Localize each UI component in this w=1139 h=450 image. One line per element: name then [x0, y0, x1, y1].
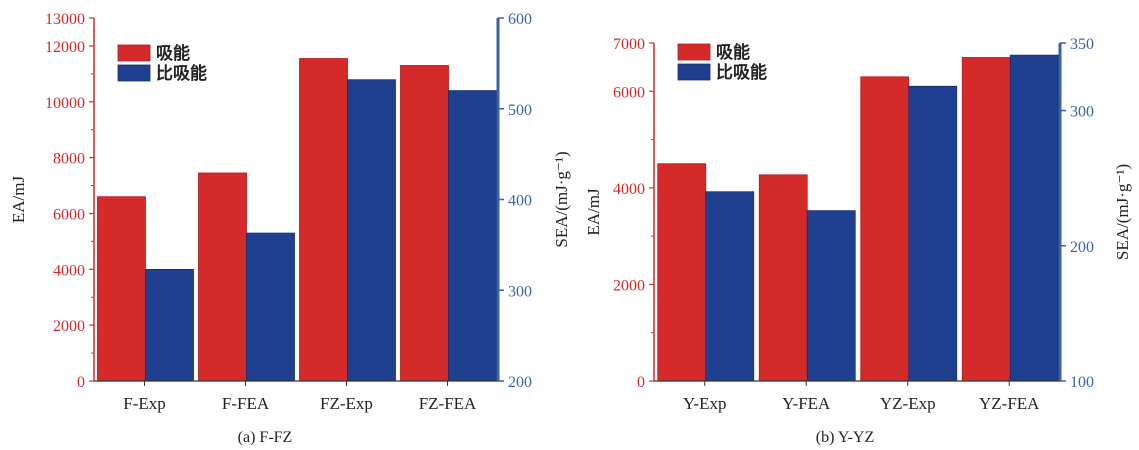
y-axis-label-right: SEA/(mJ·g⁻¹) [552, 151, 571, 247]
x-tick-label: FZ-Exp [320, 394, 373, 413]
bar-sea-yz-exp [908, 85, 958, 382]
x-tick-label: Y-Exp [683, 394, 726, 413]
x-tick-label: F-Exp [123, 394, 166, 413]
right-tick-label: 300 [1070, 104, 1094, 121]
left-tick-label: 2000 [53, 318, 85, 335]
right-tick-label: 500 [508, 102, 532, 119]
bar-sea-fz-fea [448, 90, 497, 382]
bar-ea-f-exp [97, 196, 146, 382]
y-axis-label-right: SEA/(mJ·g⁻¹) [1113, 164, 1132, 260]
bar-sea-f-exp [145, 268, 194, 382]
legend-swatch-sea [677, 63, 711, 81]
x-tick-label: FZ-FEA [419, 394, 477, 413]
y-axis-label-left: EA/mJ [584, 188, 603, 236]
left-tick-label: 8000 [53, 151, 85, 168]
right-tick-label: 600 [508, 11, 532, 28]
x-tick-label: F-FEA [222, 394, 270, 413]
legend-label-ea: 吸能 [716, 42, 750, 63]
left-tick-label: 6000 [53, 206, 85, 223]
left-tick-label: 2000 [613, 277, 645, 294]
left-tick-label: 6000 [613, 84, 645, 101]
left-tick-label: 13000 [45, 11, 85, 28]
legend-label-ea: 吸能 [156, 43, 190, 64]
left-tick-label: 7000 [613, 36, 645, 53]
legend-swatch-sea [117, 64, 151, 82]
chart-panel-1: F-Exp F-FEA FZ-Exp FZ-FEA 0 2000 4000 6000 8000 1… [9, 11, 571, 446]
bar-ea-yz-fea [961, 57, 1011, 382]
legend-swatch-ea [117, 44, 151, 62]
bar-ea-f-fea [198, 172, 247, 382]
right-tick-label: 100 [1070, 374, 1094, 391]
panel-caption: (b) Y-YZ [816, 429, 875, 446]
legend-label-sea: 比吸能 [716, 62, 767, 83]
bar-ea-y-fea [758, 174, 808, 382]
bar-ea-fz-exp [299, 58, 348, 382]
legend-label-sea: 比吸能 [156, 63, 207, 84]
left-tick-label: 4000 [53, 262, 85, 279]
right-tick-label: 200 [1070, 239, 1094, 256]
right-tick-label: 350 [1070, 36, 1094, 53]
panel-caption: (a) F-FZ [238, 429, 293, 446]
bar-sea-y-fea [806, 210, 856, 382]
right-tick-label: 300 [508, 283, 532, 300]
left-tick-label: 4000 [613, 181, 645, 198]
x-tick-label: Y-FEA [782, 394, 831, 413]
bar-ea-fz-fea [400, 65, 449, 382]
y-axis-label-left: EA/mJ [9, 176, 28, 224]
bar-ea-y-exp [657, 163, 707, 382]
bar-sea-y-exp [705, 191, 755, 382]
bar-sea-fz-exp [347, 79, 396, 382]
chart-panel-2: Y-Exp Y-FEA YZ-Exp YZ-FEA 0 2000 4000 6000 7000 1… [584, 36, 1132, 446]
left-tick-label: 10000 [45, 95, 85, 112]
right-tick-label: 400 [508, 193, 532, 210]
bar-ea-yz-exp [860, 76, 910, 382]
left-tick-label: 0 [77, 374, 85, 391]
legend-swatch-ea [677, 43, 711, 61]
right-tick-label: 200 [508, 374, 532, 391]
left-tick-label: 0 [637, 374, 645, 391]
x-tick-label: YZ-FEA [979, 394, 1040, 413]
bar-sea-f-fea [246, 232, 295, 382]
bar-sea-yz-fea [1009, 54, 1059, 382]
left-tick-label: 12000 [45, 39, 85, 56]
x-tick-label: YZ-Exp [880, 394, 936, 413]
